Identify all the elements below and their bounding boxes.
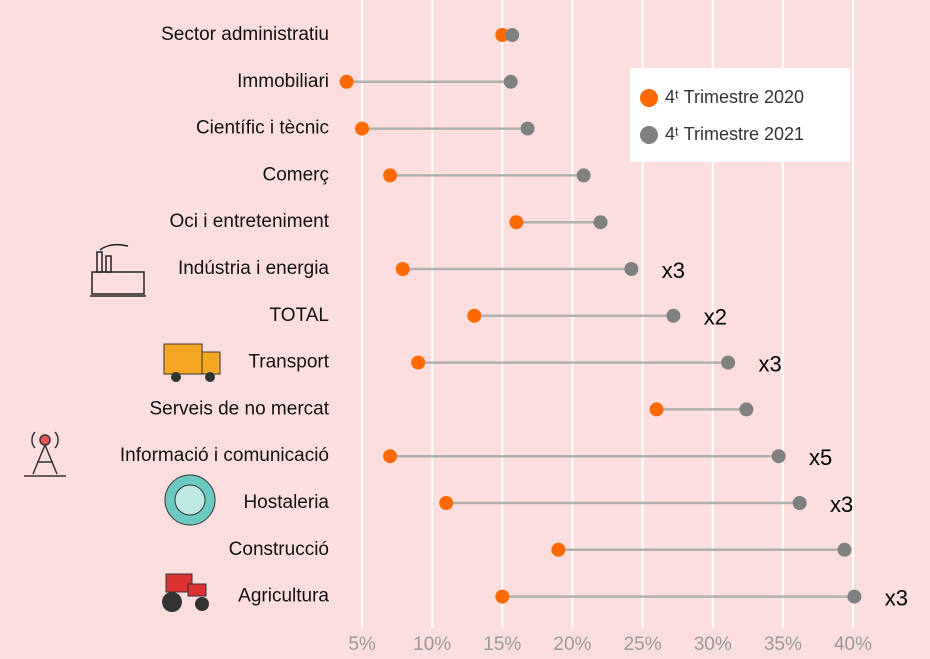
x-tick-label: 40% [834,634,872,655]
dot [509,215,524,230]
dot [503,74,518,89]
category-label: Immobiliari [237,71,329,92]
dot [739,402,754,417]
x-tick-label: 20% [553,634,591,655]
category-label: Hostaleria [243,492,329,513]
category-label: Comerç [262,164,329,185]
x-tick-label: 15% [483,634,521,655]
rows: Sector administratiu Immobiliari Científic… [120,24,908,610]
dot [411,355,426,370]
category-label: Informació i comunicació [120,445,329,466]
x-tick-label: 30% [694,634,732,655]
dot [847,589,862,604]
dot [439,496,454,510]
factory-icon [90,243,146,297]
legend-label: 4ᵗ Trimestre 2021 [665,124,804,144]
annotation: x3 [885,585,908,610]
dot [649,402,664,417]
annotation: x3 [830,492,853,517]
dot [355,121,370,136]
category-label: Indústria i energia [178,258,329,279]
x-tick-label: 5% [348,634,376,655]
x-tick-label: 25% [624,634,662,655]
annotation: x2 [704,305,727,330]
annotation: x5 [809,445,832,470]
legend: 4ᵗ Trimestre 2020 4ᵗ Trimestre 2021 [630,68,850,162]
category-label: Construcció [229,539,329,560]
dot [520,121,535,136]
x-tick-label: 10% [413,634,451,655]
legend-marker [640,89,658,107]
dot [721,355,736,370]
dot [395,262,410,276]
legend-marker [640,126,658,144]
dot [495,589,510,604]
category-label: Oci i entreteniment [170,211,330,232]
dot [576,168,591,183]
antenna-icon [24,431,66,477]
dot [551,542,566,557]
x-tick-label: 35% [764,634,802,655]
category-label: Serveis de no mercat [149,398,329,419]
dot [383,449,398,464]
dot [505,28,520,42]
category-label: Sector administratiu [161,24,329,45]
dot [495,28,510,42]
category-label: Transport [248,352,329,373]
dot [383,168,398,183]
dot [624,262,639,276]
dot [792,496,807,510]
dot [666,308,681,323]
annotation: x3 [662,258,685,283]
category-label: Científic i tècnic [196,118,329,139]
legend-box [630,68,850,162]
dot [837,542,852,557]
dot [593,215,608,230]
dot [771,449,786,464]
category-label: Agricultura [238,586,329,607]
plate-icon [164,474,216,526]
legend-label: 4ᵗ Trimestre 2020 [665,87,804,107]
dot [339,74,354,89]
truck-icon [163,343,221,382]
dot [467,308,482,323]
tractor-icon [162,573,209,612]
annotation: x3 [759,351,782,376]
category-label: TOTAL [270,305,329,326]
